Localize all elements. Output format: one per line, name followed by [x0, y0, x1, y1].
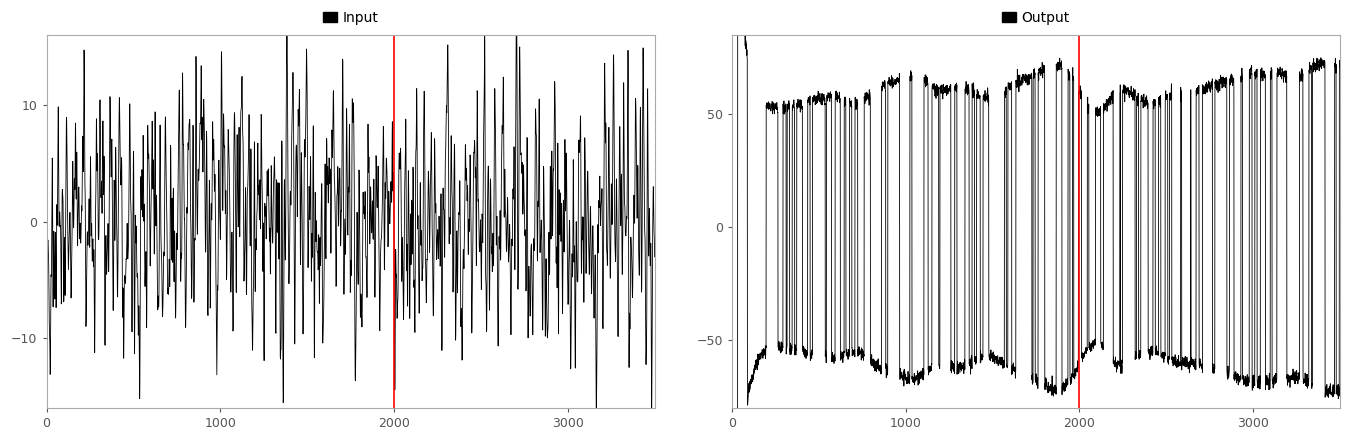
Legend: Input: Input: [323, 11, 378, 25]
Legend: Output: Output: [1002, 11, 1070, 25]
